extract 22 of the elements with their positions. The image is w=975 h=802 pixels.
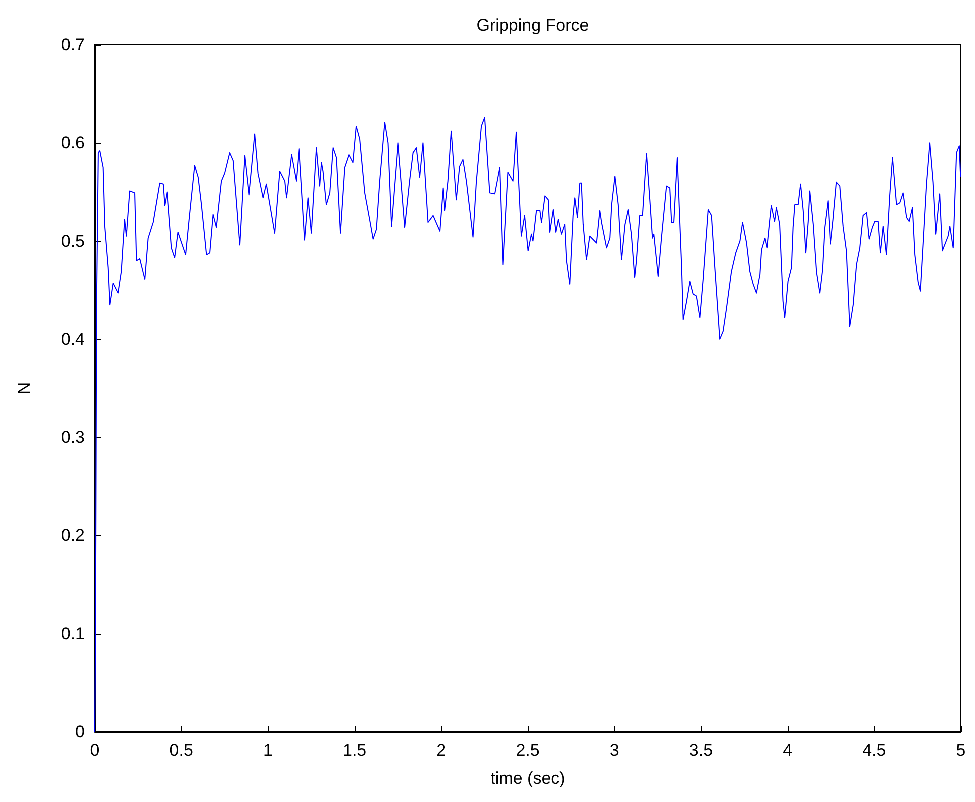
y-tick-label: 0.7 [61,36,85,54]
y-tick-label: 0.4 [61,330,85,349]
y-tick-label: 0.1 [61,624,85,644]
x-tick-label: 3.5 [689,741,714,760]
x-tick-label: 4.5 [862,741,886,760]
y-tick-label: 0.5 [61,232,85,251]
x-axis-title: time (sec) [490,769,566,788]
x-tick-label: 5 [956,741,966,760]
y-axis-title: N [15,382,34,395]
x-tick-label: 2.5 [516,741,540,760]
y-tick-label: 0.2 [61,526,85,546]
x-tick-label: 3 [610,741,620,760]
y-tick-label: 0.6 [61,134,85,153]
x-tick-label: 1 [263,741,273,760]
y-tick-label: 0.3 [61,428,85,448]
x-tick-label: 4 [783,741,793,760]
x-tick-label: 0 [90,741,100,760]
x-tick-label: 1.5 [342,741,367,760]
x-tick-label: 2 [436,741,446,760]
chart-title: Gripping Force [476,16,590,35]
y-tick-label: 0 [76,722,85,742]
x-tick-label: 0.5 [170,741,194,760]
